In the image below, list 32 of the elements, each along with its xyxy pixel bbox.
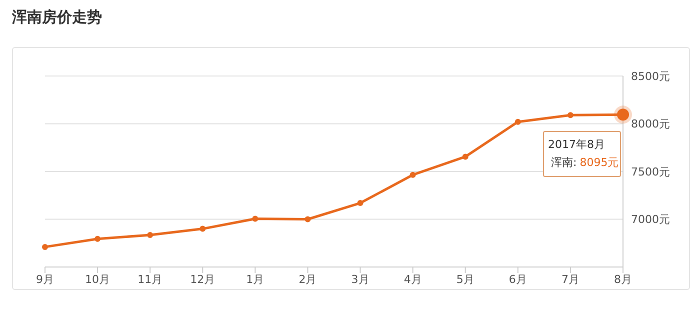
x-tick-label: 9月 bbox=[36, 272, 54, 286]
point bbox=[567, 112, 574, 118]
point bbox=[462, 154, 468, 160]
x-tick-label: 6月 bbox=[508, 272, 527, 286]
point bbox=[94, 236, 101, 242]
y-tick-label: 7000元 bbox=[631, 213, 670, 226]
chart-title: 浑南房价走势 bbox=[12, 8, 102, 27]
point bbox=[410, 172, 416, 178]
point bbox=[514, 118, 521, 125]
y-tick-label: 8000元 bbox=[631, 118, 670, 131]
x-tick-label: 8月 bbox=[614, 272, 632, 286]
point bbox=[357, 200, 364, 206]
x-tick-label: 7月 bbox=[561, 272, 580, 286]
point bbox=[147, 232, 154, 238]
x-tick-label: 3月 bbox=[351, 272, 370, 286]
x-tick-label: 11月 bbox=[138, 272, 163, 286]
x-tick-label: 1月 bbox=[246, 272, 264, 286]
x-tick-label: 10月 bbox=[85, 272, 110, 286]
x-tick-label: 12月 bbox=[190, 272, 216, 286]
annotation: 2017年8月 bbox=[548, 136, 606, 153]
y-tick-label: 8500元 bbox=[631, 70, 670, 83]
tooltip-box: 2017年8月 浑南: 8095元 bbox=[543, 130, 621, 177]
point bbox=[42, 244, 48, 250]
point bbox=[200, 226, 206, 232]
point bbox=[252, 216, 258, 222]
data-label: 8095元 bbox=[580, 154, 619, 171]
annotation: 浑南: bbox=[551, 154, 577, 171]
x-tick-label: 2月 bbox=[298, 272, 317, 286]
x-tick-label: 4月 bbox=[404, 272, 422, 286]
point bbox=[304, 216, 311, 222]
x-tick-label: 5月 bbox=[456, 272, 474, 286]
y-tick-label: 7500元 bbox=[631, 165, 670, 178]
